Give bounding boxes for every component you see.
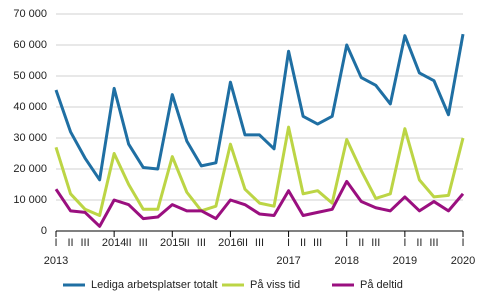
series-line bbox=[54, 33, 465, 182]
x-tick-label: III bbox=[80, 237, 89, 249]
x-tick-label: 2014 bbox=[102, 237, 126, 249]
legend-label: På viss tid bbox=[250, 279, 300, 291]
x-tick-label: I bbox=[461, 237, 464, 249]
y-tick-label: 40 000 bbox=[13, 101, 47, 113]
y-tick-label: 20 000 bbox=[13, 163, 47, 175]
legend-label: Lediga arbetsplatser totalt bbox=[91, 279, 218, 291]
x-tick-label: III bbox=[139, 237, 148, 249]
x-tick-label: II bbox=[416, 237, 422, 249]
x-tick-label: III bbox=[255, 237, 264, 249]
x-tick-label: II bbox=[184, 237, 190, 249]
series-line bbox=[54, 179, 465, 228]
x-tick-label: II bbox=[242, 237, 248, 249]
y-tick-label: 10 000 bbox=[13, 194, 47, 206]
x-tick-label: II bbox=[358, 237, 364, 249]
y-tick-label: 30 000 bbox=[13, 132, 47, 144]
x-tick-label: II bbox=[300, 237, 306, 249]
x-tick-label: 2018 bbox=[334, 255, 358, 267]
x-tick-label: 2016 bbox=[218, 237, 242, 249]
x-tick-label: 2017 bbox=[276, 255, 300, 267]
x-tick-label: 2019 bbox=[393, 255, 417, 267]
x-tick-label: I bbox=[403, 237, 406, 249]
x-tick-label: I bbox=[54, 237, 57, 249]
y-tick-label: 70 000 bbox=[13, 8, 47, 20]
x-tick-label: 2013 bbox=[44, 255, 68, 267]
x-tick-label: 2020 bbox=[451, 255, 475, 267]
x-tick-label: 2015 bbox=[160, 237, 184, 249]
legend-label: På deltid bbox=[360, 279, 403, 291]
x-tick-label: I bbox=[287, 237, 290, 249]
x-tick-label: II bbox=[67, 237, 73, 249]
x-tick-label: III bbox=[429, 237, 438, 249]
x-tick-label: III bbox=[197, 237, 206, 249]
y-tick-label: 50 000 bbox=[13, 70, 47, 82]
x-tick-label: II bbox=[126, 237, 132, 249]
y-tick-label: 60 000 bbox=[13, 39, 47, 51]
x-tick-label: III bbox=[313, 237, 322, 249]
x-tick-label: III bbox=[371, 237, 380, 249]
y-tick-label: 0 bbox=[41, 225, 47, 237]
x-tick-label: I bbox=[345, 237, 348, 249]
series-line bbox=[54, 125, 465, 217]
